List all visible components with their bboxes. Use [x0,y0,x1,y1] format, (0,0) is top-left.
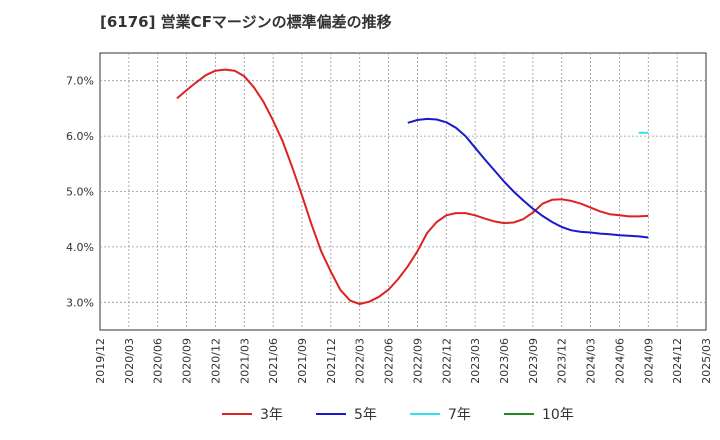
x-tick-label: 2021/06 [267,338,280,384]
y-tick-label: 4.0% [66,241,94,254]
legend-label-2: 5年 [354,407,377,423]
x-tick-label: 2023/12 [556,338,569,384]
x-tick-label: 2020/09 [181,338,194,384]
x-tick-labels: 2019/12 2020/03 2020/06 2020/09 2020/12 2021/… [94,338,713,384]
series-line-1 [176,68,649,305]
y-tick-label: 3.0% [66,296,94,309]
x-tick-label: 2021/12 [325,338,338,384]
x-tick-label: 2023/03 [469,338,482,384]
chart-title: [6176] 営業CFマージンの標準偏差の推移 [100,13,392,31]
x-tick-label: 2022/09 [411,338,424,384]
legend-label-3: 7年 [448,407,471,423]
y-gridlines [100,80,706,303]
x-tick-label: 2024/12 [671,338,684,384]
y-tick-label: 5.0% [66,186,94,199]
x-tick-label: 2021/09 [296,338,309,384]
x-tick-label: 2021/03 [238,338,251,384]
legend-label-1: 3年 [260,407,283,423]
x-tick-label: 2024/09 [642,338,655,384]
x-tick-label: 2024/03 [585,338,598,384]
legend-label-4: 10年 [542,407,574,423]
x-tick-label: 2024/06 [613,338,626,384]
x-tick-label: 2022/03 [354,338,367,384]
x-tick-label: 2022/12 [440,338,453,384]
x-tick-label: 2020/03 [123,338,136,384]
series-line-2 [407,117,649,239]
x-tick-label: 2020/12 [209,338,222,384]
x-tick-label: 2023/06 [498,338,511,384]
y-tick-label: 7.0% [66,75,94,88]
x-tick-label: 2019/12 [94,338,107,384]
x-tick-label: 2023/09 [527,338,540,384]
plot-area [99,52,707,331]
legend: 3年 5年 7年 10年 [222,407,574,423]
x-tick-label: 2022/06 [383,338,396,384]
x-tick-label: 2025/03 [700,338,713,384]
y-tick-label: 6.0% [66,130,94,143]
y-tick-labels: 3.0% 4.0% 5.0% 6.0% 7.0% [66,75,94,310]
series-lines [176,68,649,305]
x-tick-label: 2020/06 [152,338,165,384]
